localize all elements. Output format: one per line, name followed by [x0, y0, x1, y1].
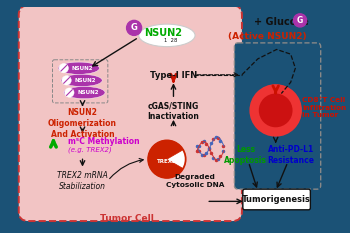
Text: Type-I IFN: Type-I IFN [150, 71, 197, 80]
Text: + Glucose: + Glucose [254, 17, 309, 27]
Text: Tumorigenesis: Tumorigenesis [242, 195, 311, 204]
Circle shape [65, 88, 74, 97]
Ellipse shape [58, 62, 99, 74]
Circle shape [294, 14, 307, 27]
Wedge shape [148, 140, 183, 178]
Text: G: G [131, 23, 138, 32]
Text: CD8⁺T Cell
Infiltration
In Tumor: CD8⁺T Cell Infiltration In Tumor [302, 97, 346, 118]
Text: TREX2: TREX2 [157, 159, 177, 164]
FancyBboxPatch shape [243, 189, 310, 210]
Text: Less
Apoptosis: Less Apoptosis [224, 145, 267, 165]
Text: NSUN2: NSUN2 [75, 78, 96, 83]
Text: TREX2 mRNA
Stabilization: TREX2 mRNA Stabilization [57, 171, 108, 192]
Circle shape [59, 64, 69, 73]
Circle shape [250, 84, 302, 137]
Text: NSUN2: NSUN2 [72, 66, 93, 71]
Text: (e.g. ​TREX2): (e.g. ​TREX2) [68, 146, 111, 153]
Text: cGAS/STING
Inactivation: cGAS/STING Inactivation [148, 101, 199, 121]
Text: 1  28: 1 28 [164, 38, 177, 43]
Circle shape [62, 76, 71, 85]
Circle shape [127, 21, 142, 35]
Text: NSUN2: NSUN2 [77, 90, 99, 95]
Text: (Active NSUN2): (Active NSUN2) [228, 32, 307, 41]
FancyBboxPatch shape [234, 43, 321, 189]
Text: Anti-PD-L1
Resistance: Anti-PD-L1 Resistance [267, 145, 314, 165]
Text: NSUN2: NSUN2 [144, 27, 182, 38]
Text: Tumor Cell: Tumor Cell [100, 215, 154, 223]
Circle shape [259, 93, 293, 127]
Circle shape [148, 140, 186, 178]
Text: Degraded
Cytosolic DNA: Degraded Cytosolic DNA [166, 174, 224, 188]
FancyBboxPatch shape [19, 5, 242, 221]
Text: G: G [297, 16, 303, 25]
Text: NSUN2
Oligomerization
And Activation: NSUN2 Oligomerization And Activation [48, 108, 117, 140]
Ellipse shape [64, 86, 105, 99]
Ellipse shape [139, 24, 195, 47]
Text: m⁵C Methylation: m⁵C Methylation [68, 137, 139, 146]
Ellipse shape [61, 74, 102, 86]
